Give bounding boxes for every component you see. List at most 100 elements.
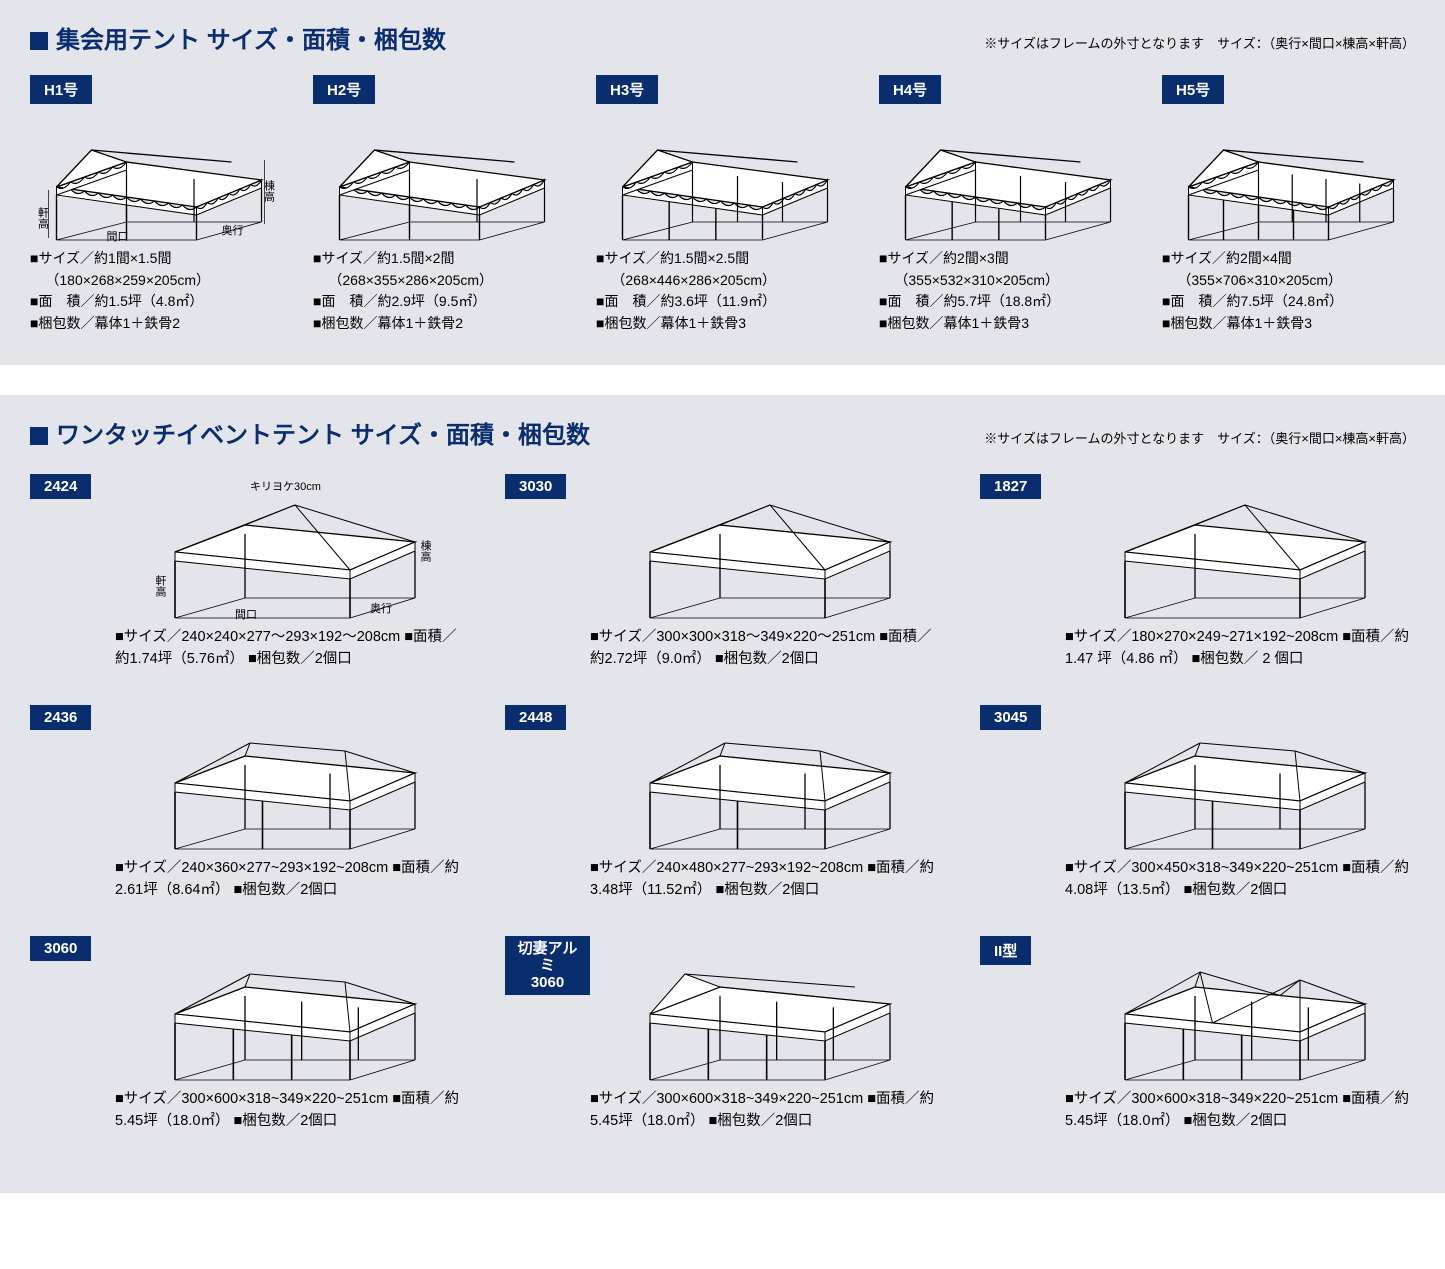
spec-size: ■サイズ／300×600×318~349×220~251cm [590, 1091, 863, 1107]
tent-badge: H3号 [596, 75, 658, 104]
tent-illustration [1162, 112, 1415, 242]
section-title: ワンタッチイベントテント サイズ・面積・梱包数 [56, 415, 590, 450]
tent-illustration [590, 470, 940, 620]
svg-text:軒高: 軒高 [154, 574, 167, 597]
tent-card: 切妻アルミ3060 ■サイズ／300×600×318~349×220~251cm… [505, 932, 940, 1133]
spec-size: ■サイズ／約2間×4間 [1162, 248, 1415, 270]
spec-packs: ■梱包数／2個口 [715, 651, 819, 667]
assembly-tent-section: 集会用テント サイズ・面積・梱包数 ※サイズはフレームの外寸となります サイズ：… [0, 0, 1445, 365]
tent-specs: ■サイズ／180×270×249~271×192~208cm ■面積／約 1.4… [1065, 626, 1415, 671]
tent-card: H4号 ■サイズ／約2間×3間 （355×532×310×205cm） ■面 積… [879, 75, 1132, 335]
spec-area: ■面 積／約3.6坪（11.9㎡） [596, 291, 849, 313]
spec-size: ■サイズ／約1.5間×2間 [313, 248, 566, 270]
tent-illustration [115, 701, 465, 851]
tent-specs: ■サイズ／300×600×318~349×220~251cm ■面積／約5.45… [115, 1088, 465, 1133]
spec-size: ■サイズ／約2間×3間 [879, 248, 1132, 270]
spec-packs: ■梱包数／2個口 [708, 1113, 812, 1129]
tent-card: 2448 ■サイズ／240×480×277~293×192~208cm ■面積／… [505, 701, 940, 902]
section-header: ワンタッチイベントテント サイズ・面積・梱包数 ※サイズはフレームの外寸となりま… [30, 415, 1415, 450]
tent-illustration [1065, 701, 1415, 851]
tent-row: H1号 軒高棟高間口奥行 ■サイズ／約1間×1.5間 （180×268×259×… [30, 75, 1415, 335]
tent-illustration [115, 932, 465, 1082]
spec-area: ■面 積／約1.5坪（4.8㎡） [30, 291, 283, 313]
tent-specs: ■サイズ／240×360×277~293×192~208cm ■面積／約2.61… [115, 857, 465, 902]
tent-illustration [1065, 470, 1415, 620]
tent-card: 3030 ■サイズ／300×300×318～349×220～251cm ■面積／… [505, 470, 940, 671]
spec-packs: ■梱包数／2個口 [248, 651, 352, 667]
tent-illustration: キリヨケ30cm軒高棟高間口奥行 [115, 470, 465, 620]
spec-size-detail: （355×532×310×205cm） [879, 270, 1132, 292]
spec-packs: ■梱包数／2個口 [233, 882, 337, 898]
tent-badge: 2448 [505, 705, 566, 730]
spec-packs: ■梱包数／幕体1＋鉄骨2 [313, 313, 566, 335]
tent-badge: H1号 [30, 75, 92, 104]
tent-card: II型 ■サイズ／300×600×318~349×220~251cm ■面積／約… [980, 932, 1415, 1133]
spec-packs: ■梱包数／ 2 個口 [1192, 651, 1304, 667]
tent-card: 1827 ■サイズ／180×270×249~271×192~208cm ■面積／… [980, 470, 1415, 671]
spec-packs: ■梱包数／幕体1＋鉄骨2 [30, 313, 283, 335]
tent-specs: ■サイズ／300×300×318～349×220～251cm ■面積／約2.72… [590, 626, 940, 671]
tent-illustration [313, 112, 566, 242]
tent-card: 2424 キリヨケ30cm軒高棟高間口奥行 ■サイズ／240×240×277～2… [30, 470, 465, 671]
svg-text:棟高: 棟高 [419, 538, 432, 562]
tent-grid: 2424 キリヨケ30cm軒高棟高間口奥行 ■サイズ／240×240×277～2… [30, 470, 1415, 1133]
tent-illustration [590, 701, 940, 851]
tent-badge: 1827 [980, 474, 1041, 499]
spec-packs: ■梱包数／幕体1＋鉄骨3 [879, 313, 1132, 335]
spec-size: ■サイズ／約1.5間×2.5間 [596, 248, 849, 270]
tent-illustration: 軒高棟高間口奥行 [30, 112, 283, 242]
tent-specs: ■サイズ／約2間×4間 （355×706×310×205cm） ■面 積／約7.… [1162, 248, 1415, 335]
tent-card: 3060 ■サイズ／300×600×318~349×220~251cm ■面積／… [30, 932, 465, 1133]
spec-size-detail: （268×355×286×205cm） [313, 270, 566, 292]
spec-size-detail: （355×706×310×205cm） [1162, 270, 1415, 292]
svg-text:間口: 間口 [107, 230, 129, 242]
tent-illustration [1065, 932, 1415, 1082]
tent-badge: 3045 [980, 705, 1041, 730]
spec-size: ■サイズ／約1間×1.5間 [30, 248, 283, 270]
tent-specs: ■サイズ／300×600×318~349×220~251cm ■面積／約5.45… [1065, 1088, 1415, 1133]
tent-badge: H5号 [1162, 75, 1224, 104]
tent-specs: ■サイズ／約1.5間×2間 （268×355×286×205cm） ■面 積／約… [313, 248, 566, 335]
square-bullet-icon [30, 32, 48, 50]
spec-size-detail: （268×446×286×205cm） [596, 270, 849, 292]
spec-area: ■面 積／約5.7坪（18.8㎡） [879, 291, 1132, 313]
section-note: ※サイズはフレームの外寸となります サイズ：（奥行×間口×棟高×軒高） [984, 33, 1415, 52]
spec-packs: ■梱包数／2個口 [715, 882, 819, 898]
spec-packs: ■梱包数／幕体1＋鉄骨3 [596, 313, 849, 335]
tent-specs: ■サイズ／240×480×277~293×192~208cm ■面積／約3.48… [590, 857, 940, 902]
section-note: ※サイズはフレームの外寸となります サイズ：（奥行×間口×棟高×軒高） [984, 428, 1415, 447]
spec-size-detail: （180×268×259×205cm） [30, 270, 283, 292]
svg-text:軒高: 軒高 [37, 207, 50, 230]
tent-badge: 切妻アルミ3060 [505, 936, 590, 996]
tent-specs: ■サイズ／240×240×277～293×192～208cm ■面積／約1.74… [115, 626, 465, 671]
spec-area: ■面 積／約2.9坪（9.5㎡） [313, 291, 566, 313]
tent-illustration [590, 932, 940, 1082]
svg-text:間口: 間口 [235, 608, 257, 620]
tent-badge: 2424 [30, 474, 91, 499]
spec-packs: ■梱包数／2個口 [233, 1113, 337, 1129]
spec-size: ■サイズ／240×240×277～293×192～208cm [115, 629, 400, 645]
spec-packs: ■梱包数／2個口 [1183, 1113, 1287, 1129]
tent-specs: ■サイズ／約2間×3間 （355×532×310×205cm） ■面 積／約5.… [879, 248, 1132, 335]
tent-specs: ■サイズ／300×600×318~349×220~251cm ■面積／約5.45… [590, 1088, 940, 1133]
tent-badge: H2号 [313, 75, 375, 104]
tent-row: 2424 キリヨケ30cm軒高棟高間口奥行 ■サイズ／240×240×277～2… [30, 470, 1415, 671]
spec-size: ■サイズ／300×300×318～349×220～251cm [590, 629, 875, 645]
tent-illustration [596, 112, 849, 242]
section-title: 集会用テント サイズ・面積・梱包数 [56, 20, 446, 55]
spec-size: ■サイズ／300×450×318~349×220~251cm [1065, 860, 1338, 876]
svg-text:奥行: 奥行 [222, 223, 244, 237]
tent-badge: 3060 [30, 936, 91, 961]
spec-size: ■サイズ／180×270×249~271×192~208cm [1065, 629, 1338, 645]
tent-card: 3045 ■サイズ／300×450×318~349×220~251cm ■面積／… [980, 701, 1415, 902]
spec-area: ■面 積／約7.5坪（24.8㎡） [1162, 291, 1415, 313]
spec-size: ■サイズ／300×600×318~349×220~251cm [115, 1091, 388, 1107]
tent-badge: H4号 [879, 75, 941, 104]
spec-size: ■サイズ／300×600×318~349×220~251cm [1065, 1091, 1338, 1107]
tent-badge: II型 [980, 936, 1031, 965]
svg-text:キリヨケ30cm: キリヨケ30cm [250, 480, 321, 493]
square-bullet-icon [30, 427, 48, 445]
tent-card: H2号 ■サイズ／約1.5間×2間 （268×355×286×205cm） ■面… [313, 75, 566, 335]
spec-packs: ■梱包数／2個口 [1183, 882, 1287, 898]
tent-illustration [879, 112, 1132, 242]
